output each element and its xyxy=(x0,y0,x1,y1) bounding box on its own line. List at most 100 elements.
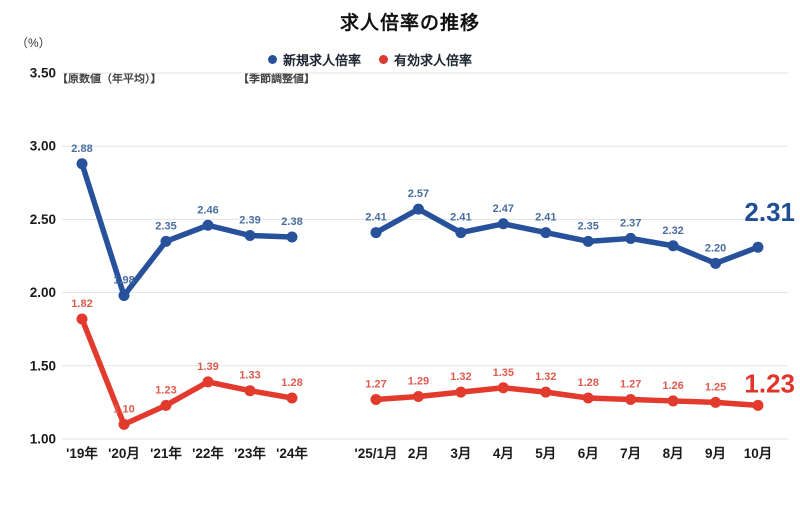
data-point xyxy=(752,399,764,411)
legend-item-new-openings: 新規求人倍率 xyxy=(267,50,361,69)
data-point xyxy=(540,386,552,398)
section-label-seasonally-adjusted: 【季節調整値】 xyxy=(238,73,315,85)
data-label: 1.32 xyxy=(450,371,471,383)
x-tick-label: 3月 xyxy=(450,446,471,461)
y-axis-unit-label: （%） xyxy=(16,36,51,50)
data-point xyxy=(160,399,172,411)
data-label: 1.29 xyxy=(408,376,429,388)
data-point xyxy=(667,240,679,252)
data-label: 1.26 xyxy=(662,380,683,392)
x-tick-label: '23年 xyxy=(234,445,266,461)
data-point xyxy=(118,418,130,430)
data-point xyxy=(412,391,424,403)
data-label: 2.41 xyxy=(365,212,386,224)
y-tick-label: 1.50 xyxy=(30,358,56,373)
chart-title: 求人倍率の推移 xyxy=(339,13,480,34)
y-tick-label: 3.00 xyxy=(30,139,56,154)
data-point xyxy=(370,393,382,405)
data-point xyxy=(76,158,88,170)
data-label: 1.82 xyxy=(71,298,92,310)
data-label: 2.38 xyxy=(281,216,302,228)
data-point xyxy=(667,395,679,407)
data-label: 2.37 xyxy=(620,217,641,229)
data-label: 1.28 xyxy=(578,377,599,389)
x-tick-label: 4月 xyxy=(493,446,514,461)
data-label: 2.46 xyxy=(197,204,218,216)
legend: 新規求人倍率 有効求人倍率 xyxy=(0,50,740,69)
data-label: 1.35 xyxy=(493,367,514,379)
legend-label: 有効求人倍率 xyxy=(394,53,473,68)
latest-value-label: 1.23 xyxy=(744,368,795,398)
data-label: 1.39 xyxy=(197,361,218,373)
data-point xyxy=(118,290,130,302)
data-point xyxy=(286,392,298,404)
data-point xyxy=(710,257,722,269)
data-point xyxy=(625,232,637,244)
section-label-annual-raw: 【原数値（年平均）】 xyxy=(57,73,162,85)
data-label: 2.20 xyxy=(705,242,726,254)
data-point xyxy=(540,227,552,239)
legend-dot-red-icon xyxy=(379,55,388,64)
data-point xyxy=(244,230,256,242)
data-label: 2.57 xyxy=(408,188,429,200)
data-label: 1.10 xyxy=(113,403,134,415)
data-point xyxy=(412,203,424,215)
data-label: 1.23 xyxy=(155,384,176,396)
y-tick-label: 1.00 xyxy=(30,432,56,447)
data-point xyxy=(286,231,298,243)
x-tick-label: 7月 xyxy=(620,446,641,461)
data-label: 2.41 xyxy=(450,212,471,224)
data-point xyxy=(160,235,172,247)
data-label: 1.27 xyxy=(365,378,386,390)
legend-item-active-openings: 有効求人倍率 xyxy=(379,50,472,69)
data-point xyxy=(202,376,214,388)
y-tick-label: 3.50 xyxy=(30,66,56,81)
data-label: 2.39 xyxy=(239,215,260,227)
y-tick-label: 2.50 xyxy=(30,212,56,227)
data-point xyxy=(76,313,88,325)
data-point xyxy=(582,235,594,247)
data-point xyxy=(582,392,594,404)
data-label: 1.27 xyxy=(620,378,641,390)
x-tick-label: '21年 xyxy=(150,445,182,461)
x-tick-label: '19年 xyxy=(66,445,98,461)
series-line xyxy=(79,161,295,299)
data-point xyxy=(244,385,256,397)
legend-label: 新規求人倍率 xyxy=(282,53,361,68)
x-tick-label: 5月 xyxy=(535,446,556,461)
x-tick-label: '25/1月 xyxy=(355,446,398,461)
data-point xyxy=(370,227,382,239)
data-point xyxy=(497,218,509,230)
data-label: 2.35 xyxy=(578,220,599,232)
data-label: 1.32 xyxy=(535,371,556,383)
x-tick-label: 10月 xyxy=(744,446,773,461)
x-tick-label: 6月 xyxy=(578,446,599,461)
data-point xyxy=(625,393,637,405)
x-tick-label: '24年 xyxy=(276,445,308,461)
x-tick-label: 9月 xyxy=(705,446,726,461)
x-tick-label: 2月 xyxy=(408,446,429,461)
data-label: 1.25 xyxy=(705,381,726,393)
data-point xyxy=(710,396,722,408)
series-line xyxy=(79,316,295,428)
x-tick-label: '20月 xyxy=(108,446,140,461)
data-point xyxy=(455,227,467,239)
data-label: 1.98 xyxy=(113,275,134,287)
series-line xyxy=(373,385,761,409)
series-line xyxy=(373,206,761,267)
data-label: 1.28 xyxy=(281,377,302,389)
data-label: 2.47 xyxy=(493,203,514,215)
legend-dot-blue-icon xyxy=(267,55,277,64)
data-label: 2.32 xyxy=(662,225,683,237)
data-point xyxy=(497,382,509,394)
latest-value-label: 2.31 xyxy=(744,197,795,227)
data-label: 2.35 xyxy=(155,220,176,232)
data-label: 1.33 xyxy=(239,370,260,382)
y-tick-label: 2.00 xyxy=(30,285,56,300)
x-tick-label: '22年 xyxy=(192,445,224,461)
data-point xyxy=(202,219,214,231)
data-label: 2.41 xyxy=(535,212,556,224)
x-tick-label: 8月 xyxy=(663,446,684,461)
data-label: 2.88 xyxy=(71,143,92,155)
